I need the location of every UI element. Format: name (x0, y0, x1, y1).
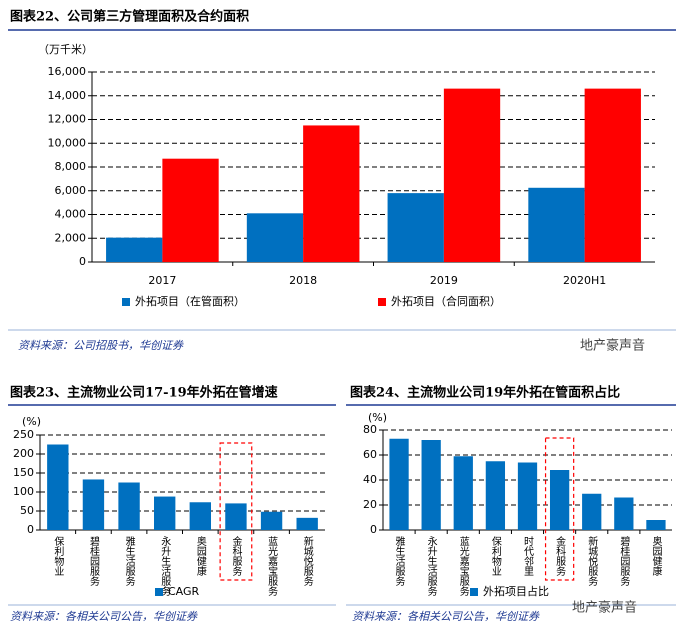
legend-swatch (155, 588, 163, 596)
x-tick-label: 蓝光嘉宝服务 (457, 536, 469, 597)
bar (246, 213, 304, 262)
y-tick-label: 20 (363, 498, 377, 511)
bar (421, 440, 441, 530)
bar (225, 503, 247, 530)
bar (614, 497, 634, 530)
x-tick-label: 时代邻里 (522, 536, 534, 576)
x-tick-label: 金科服务 (230, 535, 242, 577)
legend-label: 外拓项目（在管面积） (135, 294, 245, 308)
y-tick-label: 250 (13, 428, 34, 441)
bar (154, 496, 176, 530)
bar (584, 88, 641, 262)
y-tick-label: 50 (20, 504, 34, 517)
watermark: 地产豪声音 (572, 600, 637, 616)
x-tick-label: 新城悦服务 (586, 535, 598, 587)
bar (582, 493, 602, 530)
y-tick-label: 16,000 (48, 65, 87, 78)
unit-label: （万千米） (38, 43, 93, 56)
x-tick-label: 永升生活服务 (159, 535, 171, 597)
y-tick-label: 80 (363, 423, 377, 436)
legend-swatch (122, 298, 130, 306)
legend-label: 外拓项目（合同面积） (391, 294, 501, 308)
y-tick-label: 4,000 (55, 208, 87, 221)
y-tick-label: 12,000 (48, 113, 87, 126)
x-tick-label: 雅生活服务 (393, 535, 405, 587)
x-tick-label: 奥园健康 (650, 535, 662, 576)
bar (453, 456, 473, 530)
x-tick-label: 2019 (430, 274, 458, 287)
unit-label: (%) (22, 415, 41, 428)
x-tick-label: 碧桂园服务 (618, 536, 630, 587)
chart-title: 图表22、公司第三方管理面积及合约面积 (10, 9, 249, 25)
y-tick-label: 0 (370, 523, 377, 536)
bar (389, 438, 409, 530)
x-tick-label: 保利物业 (52, 535, 64, 576)
y-tick-label: 2,000 (55, 231, 87, 244)
y-tick-label: 6,000 (55, 184, 87, 197)
bar (303, 125, 360, 262)
bar (189, 502, 211, 530)
legend-swatch (470, 588, 478, 596)
x-tick-label: 金科服务 (554, 535, 566, 577)
bar (260, 511, 283, 530)
bar (646, 520, 666, 530)
y-tick-label: 100 (13, 485, 34, 498)
y-tick-label: 8,000 (55, 160, 87, 173)
unit-label: (%) (368, 411, 387, 424)
source: 资料来源：各相关公司公告，华创证券 (10, 610, 198, 623)
source: 资料来源：各相关公司公告，华创证券 (352, 610, 540, 623)
chart-title: 图表23、主流物业公司17-19年外拓在管增速 (10, 385, 278, 401)
legend-label: 外拓项目占比 (483, 584, 549, 598)
bar (528, 187, 585, 262)
bar (517, 462, 538, 530)
bar (485, 461, 506, 530)
y-tick-label: 200 (13, 447, 34, 460)
source: 资料来源：公司招股书，华创证券 (18, 339, 184, 352)
bar (296, 517, 318, 530)
x-tick-label: 雅生活服务 (123, 535, 135, 587)
legend-swatch (378, 298, 386, 306)
y-tick-label: 14,000 (48, 89, 87, 102)
x-tick-label: 保利物业 (489, 535, 501, 576)
bar (118, 482, 140, 530)
y-tick-label: 0 (27, 523, 34, 536)
x-tick-label: 新城悦服务 (301, 535, 313, 587)
bar (162, 158, 219, 262)
x-tick-label: 奥园健康 (194, 535, 206, 576)
watermark: 地产豪声音 (580, 338, 645, 354)
bar (106, 237, 163, 262)
bar (443, 88, 501, 262)
legend-label: CAGR (168, 585, 200, 598)
x-tick-label: 碧桂园服务 (87, 536, 99, 587)
y-tick-label: 150 (13, 466, 34, 479)
y-tick-label: 10,000 (48, 136, 87, 149)
x-tick-label: 蓝光嘉宝服务 (266, 536, 278, 597)
x-tick-label: 2017 (148, 274, 176, 287)
y-tick-label: 0 (79, 255, 86, 268)
y-tick-label: 40 (363, 473, 377, 486)
bar (82, 479, 105, 530)
x-tick-label: 2018 (289, 274, 317, 287)
chart-title: 图表24、主流物业公司19年外拓在管面积占比 (350, 385, 620, 401)
bar (549, 470, 570, 530)
bar (387, 193, 444, 262)
bar (47, 444, 69, 530)
x-tick-label: 永升生活服务 (425, 535, 437, 597)
highlight-box (544, 437, 575, 581)
y-tick-label: 60 (363, 448, 377, 461)
x-tick-label: 2020H1 (563, 274, 606, 287)
highlight-box (219, 442, 253, 581)
